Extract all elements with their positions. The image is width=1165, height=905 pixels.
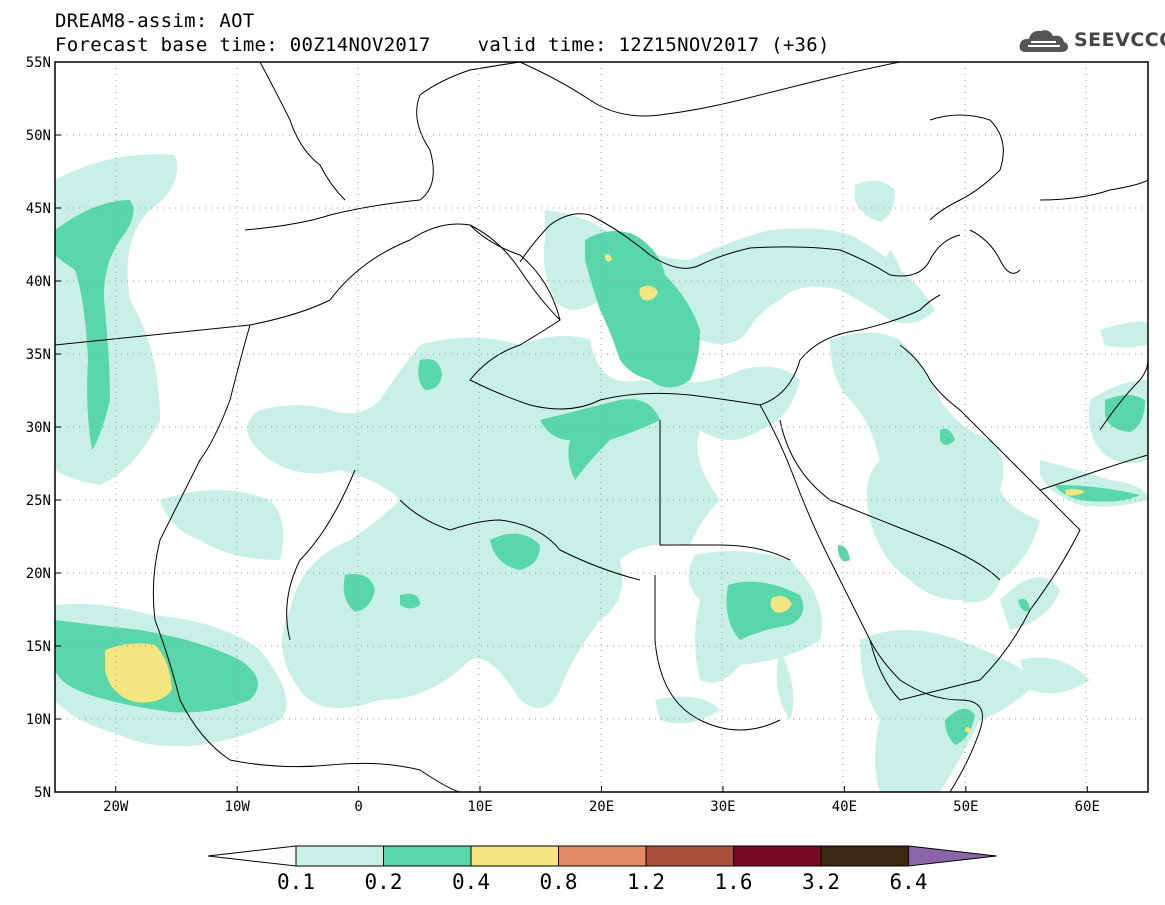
lat-tick-label: 5N — [34, 785, 51, 801]
lat-tick-label: 45N — [26, 201, 51, 217]
colorbar-label: 1.6 — [714, 870, 753, 894]
colorbar-label: 0.2 — [364, 870, 403, 894]
map-grid — [55, 62, 1148, 792]
colorbar-upper-arrow — [908, 845, 997, 867]
lat-tick-label: 25N — [26, 493, 51, 509]
colorbar-label: 0.1 — [277, 870, 315, 894]
colorbar-segment — [383, 845, 472, 867]
forecast-time-subtitle: Forecast base time: 00Z14NOV2017 valid t… — [55, 34, 830, 56]
colorbar-label: 0.8 — [539, 870, 578, 894]
colorbar-segment — [645, 845, 734, 867]
lon-tick-label: 0 — [354, 799, 362, 815]
longitude-ticks: 20W 10W 0 10E 20E 30E 40E 50E 60E — [103, 786, 1100, 815]
colorbar-segment — [820, 845, 909, 867]
seevccc-logo: SEEVCCC — [1018, 24, 1165, 56]
colorbar-segment — [558, 845, 647, 867]
aot-shading — [55, 154, 1148, 792]
lon-tick-label: 10W — [225, 799, 251, 815]
lon-tick-label: 10E — [467, 799, 492, 815]
lon-tick-label: 20W — [103, 799, 129, 815]
latitude-ticks: 5N 10N 15N 20N 25N 30N 35N 40N 45N 50N 55N — [26, 55, 61, 801]
colorbar-label: 1.2 — [627, 870, 665, 894]
chart-title: DREAM8-assim: AOT — [55, 10, 255, 32]
logo-text: SEEVCCC — [1074, 29, 1165, 51]
lat-tick-label: 40N — [26, 274, 51, 290]
lon-tick-label: 30E — [710, 799, 735, 815]
lat-tick-label: 20N — [26, 566, 51, 582]
lon-tick-label: 60E — [1075, 799, 1100, 815]
colorbar — [207, 845, 997, 867]
lat-tick-label: 55N — [26, 55, 51, 71]
lon-tick-label: 20E — [589, 799, 614, 815]
lat-tick-label: 15N — [26, 639, 51, 655]
cloud-logo-icon — [1019, 30, 1068, 52]
lat-tick-label: 35N — [26, 347, 51, 363]
lon-tick-label: 50E — [953, 799, 978, 815]
colorbar-label: 6.4 — [889, 870, 928, 894]
lat-tick-label: 30N — [26, 420, 51, 436]
lat-tick-label: 50N — [26, 128, 51, 144]
coastlines — [55, 62, 1148, 792]
colorbar-label: 0.4 — [452, 870, 490, 894]
colorbar-segment — [733, 845, 822, 867]
lat-tick-label: 10N — [26, 712, 51, 728]
colorbar-label: 3.2 — [802, 870, 840, 894]
lon-tick-label: 40E — [832, 799, 857, 815]
colorbar-segment — [295, 845, 384, 867]
colorbar-segment — [470, 845, 559, 867]
colorbar-lower-arrow — [207, 845, 297, 867]
